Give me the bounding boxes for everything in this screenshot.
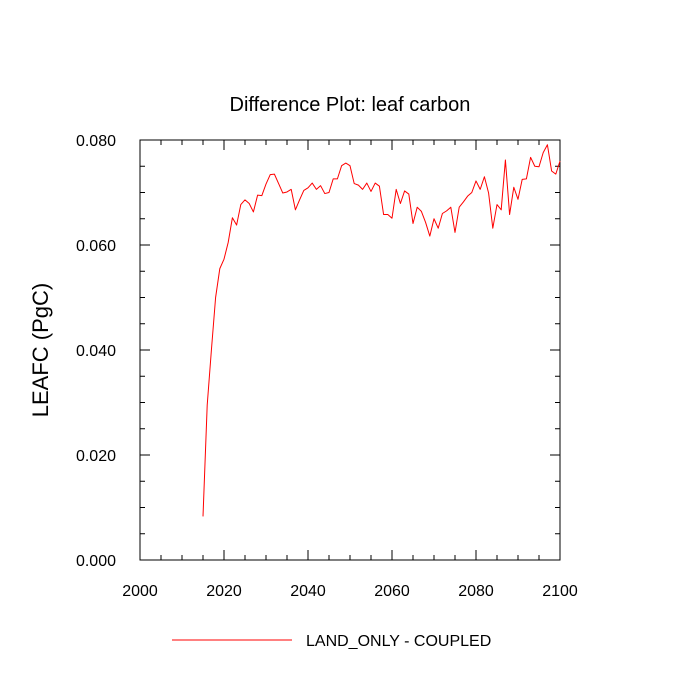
x-tick-label: 2040 <box>290 583 326 600</box>
legend: LAND_ONLY - COUPLED <box>172 633 491 650</box>
series-group <box>202 144 561 517</box>
y-tick-label: 0.040 <box>76 343 116 360</box>
y-axis: 0.000 0.020 0.040 0.060 0.080 <box>76 133 560 570</box>
y-tick-label: 0.080 <box>76 133 116 150</box>
x-tick-label: 2080 <box>458 583 494 600</box>
y-tick-label: 0.060 <box>76 238 116 255</box>
x-axis: 2000 2020 2040 2060 2080 2100 <box>122 140 578 600</box>
x-tick-label: 2020 <box>206 583 242 600</box>
series-line-0 <box>202 144 561 517</box>
y-tick-label: 0.000 <box>76 553 116 570</box>
x-tick-label: 2100 <box>542 583 578 600</box>
y-axis-label: LEAFC (PgC) <box>28 283 53 417</box>
x-tick-label: 2060 <box>374 583 410 600</box>
legend-label: LAND_ONLY - COUPLED <box>306 633 491 650</box>
plot-border <box>139 139 561 561</box>
x-tick-label: 2000 <box>122 583 158 600</box>
y-tick-label: 0.020 <box>76 448 116 465</box>
plot-frame <box>139 139 561 561</box>
chart-title: Difference Plot: leaf carbon <box>230 94 471 116</box>
